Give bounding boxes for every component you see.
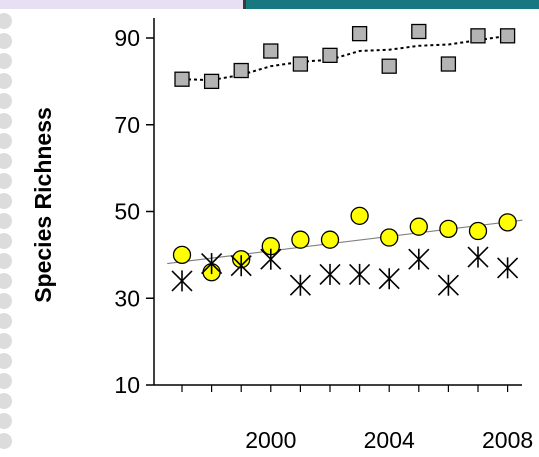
top-strip-divider (243, 0, 246, 9)
circle-point (409, 217, 428, 236)
square-point (440, 56, 457, 72)
slide-edge-rail (0, 13, 12, 449)
rail-dot (0, 393, 12, 409)
asterisk-point (378, 268, 400, 290)
rail-dot (0, 73, 12, 89)
asterisk-point (467, 246, 489, 268)
rail-dot (0, 153, 12, 169)
square-point (381, 58, 397, 74)
rail-dot (0, 93, 12, 109)
y-axis-title: Species Richness (30, 107, 56, 303)
rail-dot (0, 333, 12, 349)
x-tick-label: 2000 (245, 427, 296, 453)
asterisk-point (349, 263, 371, 285)
square-point (292, 56, 309, 72)
window-top-strip (0, 0, 539, 9)
square-point (174, 71, 190, 87)
rail-dot (0, 213, 12, 229)
square-point (351, 26, 368, 42)
chart-axes (146, 18, 522, 392)
tick-labels: 10 30 50 70 90 2000 2004 2008 (114, 25, 533, 453)
circle-point (291, 230, 310, 249)
y-tick-label: 50 (114, 199, 140, 225)
rail-dot (0, 33, 12, 49)
data-marks (171, 23, 519, 296)
rail-dot (0, 193, 12, 209)
asterisk-point (408, 248, 430, 270)
rail-dot (0, 173, 12, 189)
rail-dot (0, 113, 12, 129)
rail-dot (0, 373, 12, 389)
rail-dot (0, 53, 12, 69)
y-tick-label: 30 (114, 285, 140, 311)
rail-dot (0, 13, 12, 29)
rail-dot (0, 233, 12, 249)
asterisk-point (260, 248, 282, 270)
rail-dot (0, 293, 12, 309)
trend-line-dotted (181, 34, 508, 82)
square-point (499, 28, 516, 44)
x-tick-label: 2008 (482, 427, 533, 453)
rail-dot (0, 433, 12, 449)
square-point (203, 73, 220, 90)
circle-point (350, 206, 369, 225)
asterisk-point (289, 274, 311, 296)
circle-point (468, 221, 488, 241)
circle-point (320, 230, 340, 249)
rail-dot (0, 273, 12, 289)
rail-dot (0, 253, 12, 269)
top-strip-right-panel (246, 0, 539, 9)
y-tick-label: 90 (114, 25, 140, 51)
circle-point (380, 228, 399, 247)
asterisk-point (201, 252, 223, 275)
asterisk-point (437, 274, 459, 296)
y-tick-label: 10 (114, 372, 140, 398)
square-point (263, 43, 279, 59)
rail-dot (0, 133, 12, 149)
rail-dot (0, 313, 12, 329)
asterisk-point (230, 255, 252, 277)
asterisk-point (497, 257, 519, 279)
circle-point (498, 213, 517, 232)
square-point (322, 47, 338, 63)
square-point (233, 62, 249, 79)
circle-point (439, 219, 458, 239)
square-point (411, 23, 427, 40)
trend-line-linear (167, 219, 523, 265)
top-strip-left-panel (0, 0, 243, 9)
x-tick-label: 2004 (364, 427, 415, 453)
y-tick-label: 70 (114, 112, 140, 138)
square-point (470, 28, 486, 44)
rail-dot (0, 353, 12, 369)
asterisk-point (171, 270, 193, 292)
circle-point (172, 245, 192, 265)
rail-dot (0, 413, 12, 429)
asterisk-point (319, 263, 341, 285)
